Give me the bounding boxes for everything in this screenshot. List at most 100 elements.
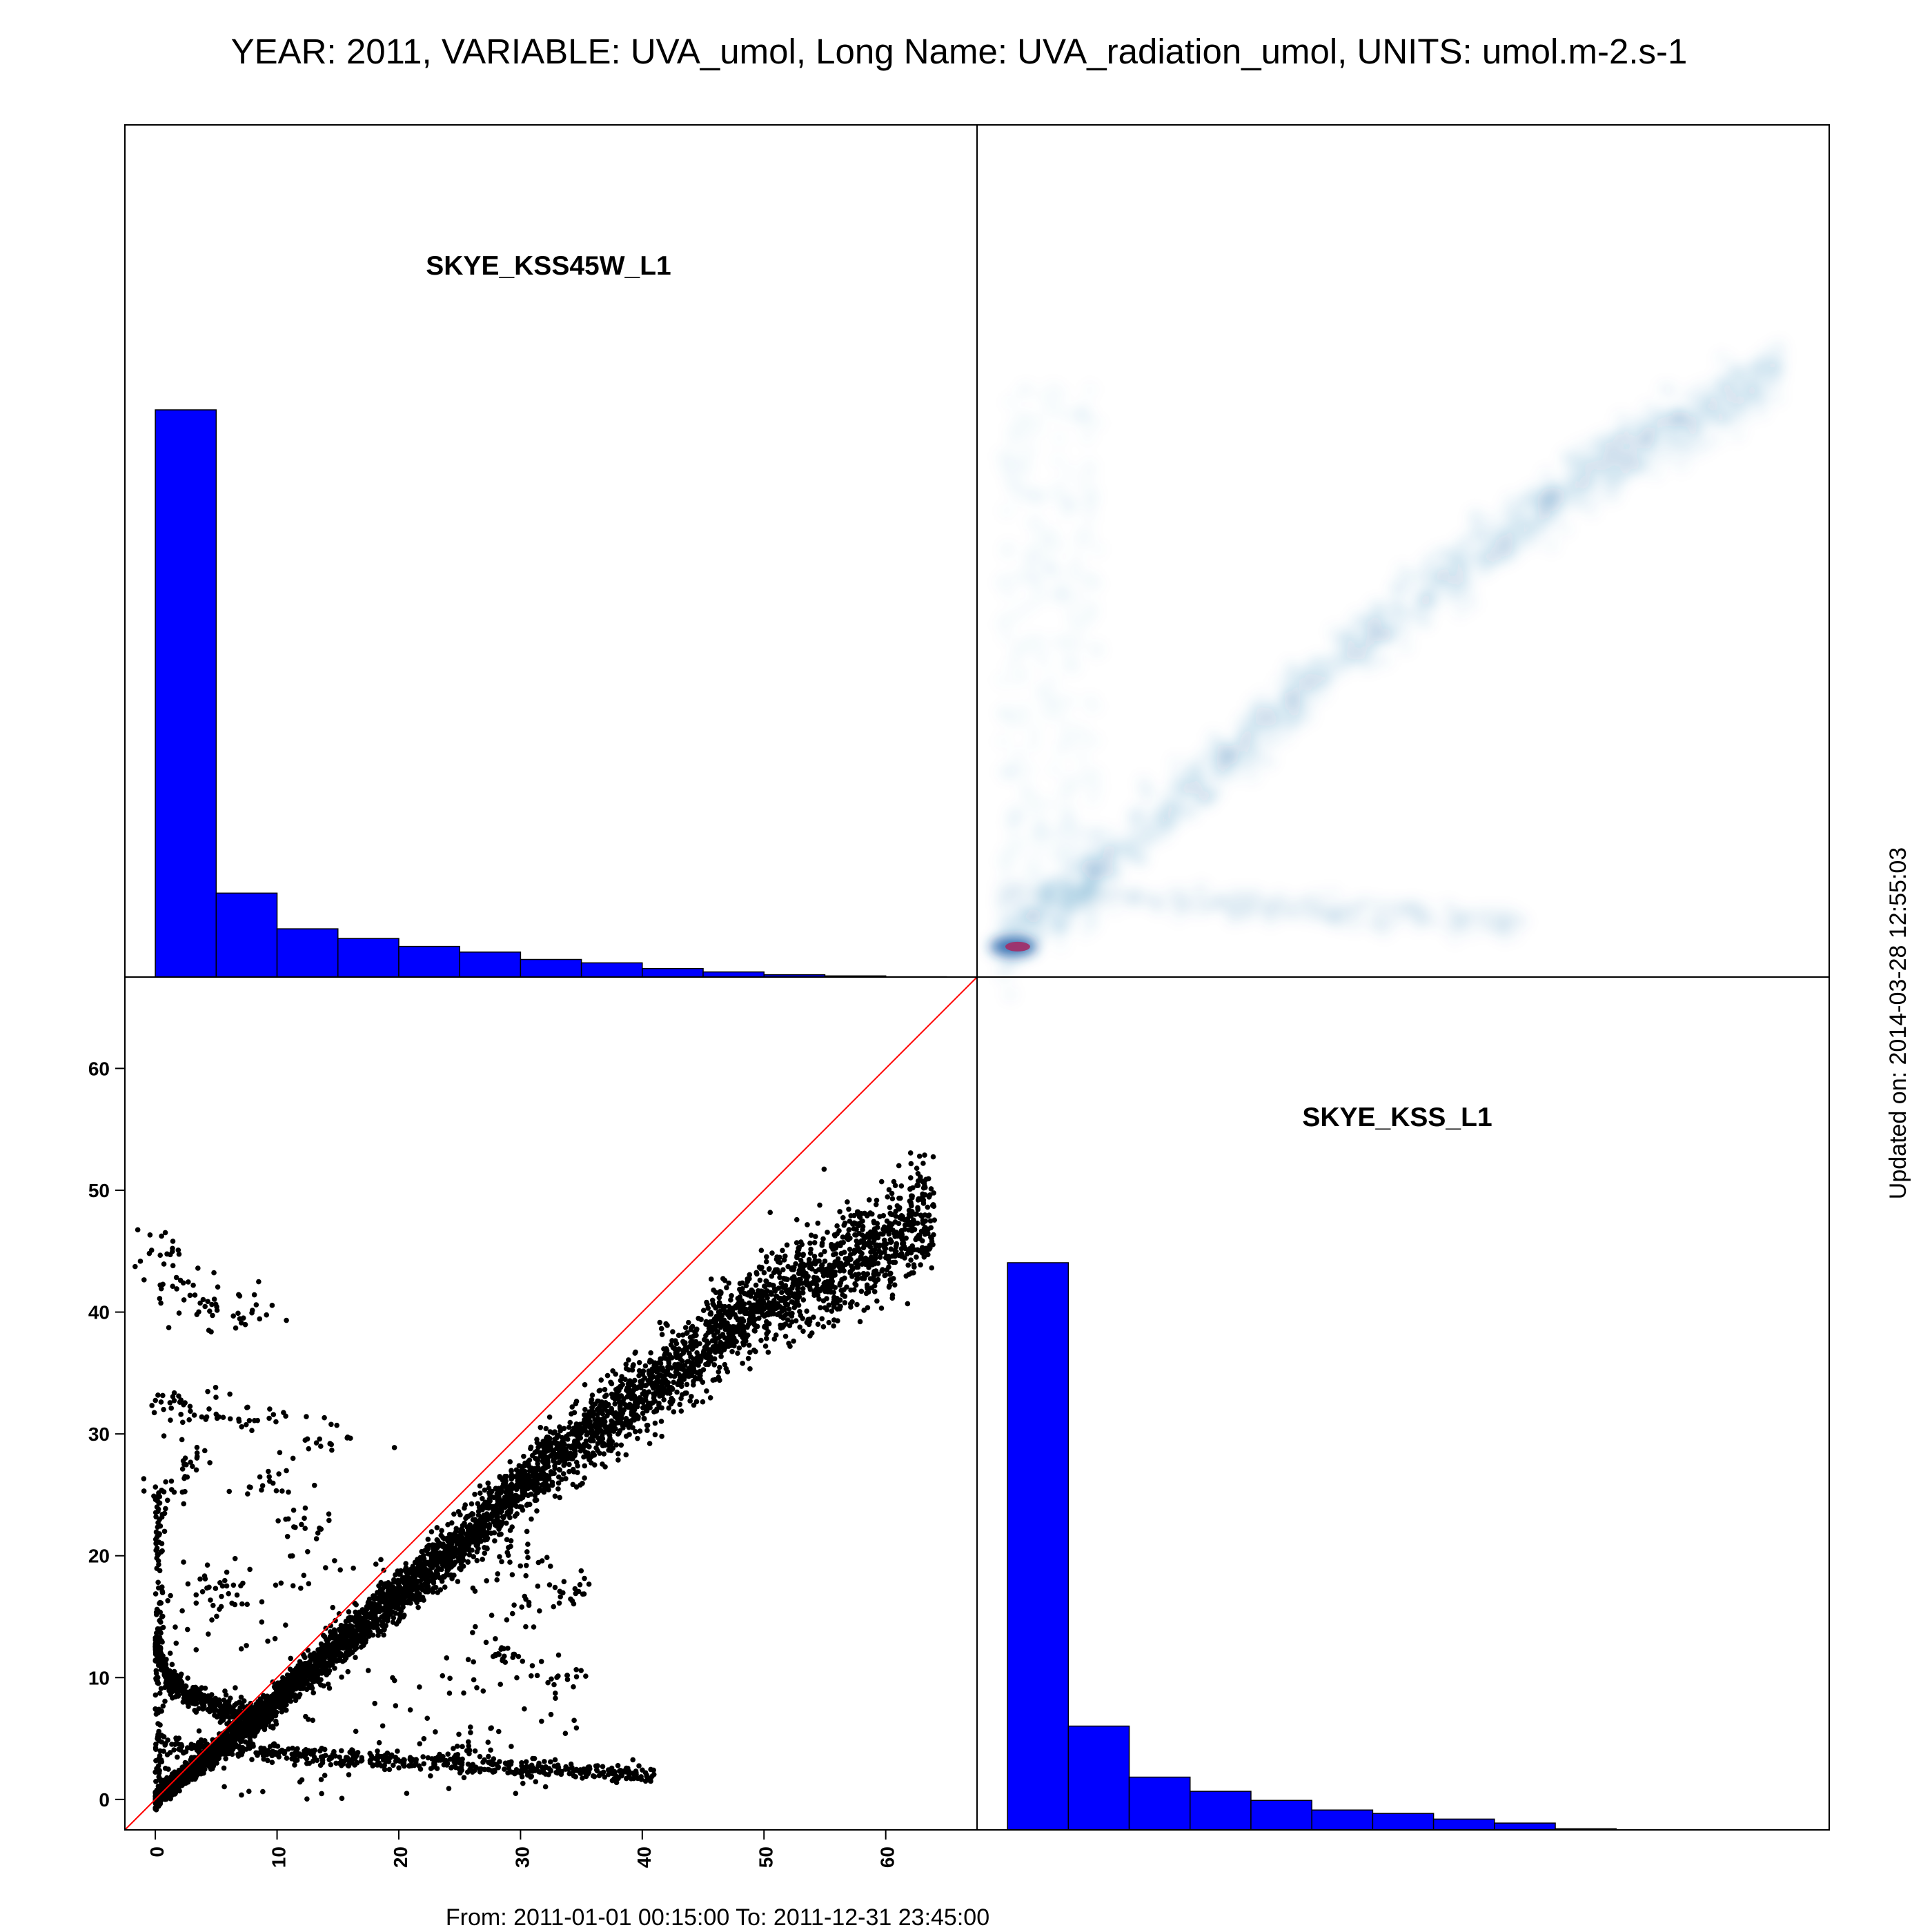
scatter-point bbox=[678, 1408, 684, 1414]
scatter-point bbox=[434, 1525, 440, 1530]
scatter-point bbox=[716, 1294, 722, 1301]
density-blob bbox=[1701, 413, 1715, 428]
scatter-point bbox=[787, 1323, 793, 1328]
density-blob bbox=[1085, 600, 1098, 613]
density-blob bbox=[1141, 818, 1156, 832]
scatter-point bbox=[861, 1308, 867, 1313]
scatter-point bbox=[835, 1256, 841, 1262]
scatter-point bbox=[793, 1261, 798, 1267]
scatter-point bbox=[739, 1308, 745, 1314]
density-blob bbox=[1603, 476, 1617, 491]
scatter-point bbox=[636, 1368, 642, 1374]
scatter-point bbox=[760, 1312, 766, 1318]
scatter-point bbox=[888, 1246, 894, 1252]
density-blob bbox=[1089, 767, 1103, 781]
scatter-point bbox=[779, 1290, 785, 1296]
density-blob bbox=[1088, 848, 1102, 862]
scatter-point bbox=[682, 1325, 689, 1330]
density-blob bbox=[1557, 522, 1572, 536]
density-blob bbox=[1081, 431, 1094, 444]
density-blob bbox=[1025, 516, 1039, 530]
scatter-point bbox=[880, 1226, 886, 1232]
density-blob bbox=[1052, 540, 1066, 553]
density-blob bbox=[1315, 667, 1330, 682]
scatter-point bbox=[551, 1457, 556, 1463]
density-blob bbox=[997, 918, 1011, 932]
density-blob bbox=[1187, 756, 1201, 770]
density-blob bbox=[1638, 432, 1653, 446]
density-blob bbox=[1037, 882, 1052, 896]
density-blob bbox=[1273, 675, 1288, 689]
scatter-point bbox=[769, 1292, 774, 1297]
scatter-point bbox=[780, 1248, 785, 1254]
scatter-point bbox=[846, 1206, 851, 1212]
density-blob bbox=[995, 576, 1009, 590]
density-blob bbox=[1664, 449, 1678, 464]
scatter-point bbox=[847, 1246, 853, 1252]
density-blob bbox=[1731, 428, 1745, 442]
scatter-point bbox=[633, 1429, 638, 1435]
hist-kss-bar bbox=[1250, 1800, 1312, 1831]
scatter-point bbox=[566, 1461, 572, 1468]
scatter-point bbox=[761, 1283, 767, 1289]
updated-timestamp: Updated on: 2014-03-28 12:55:03 bbox=[1885, 847, 1911, 1199]
scatter-point bbox=[671, 1379, 676, 1386]
scatter-point bbox=[521, 1463, 527, 1469]
density-blob bbox=[1070, 570, 1083, 584]
scatter-point bbox=[820, 1236, 826, 1242]
density-blob bbox=[1011, 673, 1025, 687]
density-blob bbox=[1442, 589, 1457, 603]
density-blob bbox=[1005, 814, 1018, 827]
scatter-point bbox=[819, 1243, 825, 1248]
hist-kss45w-bar bbox=[459, 952, 522, 978]
scatter-point bbox=[729, 1348, 735, 1354]
scatter-point bbox=[873, 1201, 879, 1208]
density-blob bbox=[996, 707, 1010, 720]
density-blob bbox=[1349, 635, 1363, 650]
scatter-point bbox=[871, 1283, 878, 1289]
density-blob bbox=[1419, 914, 1432, 927]
scatter-point bbox=[811, 1240, 818, 1245]
scatter-point bbox=[785, 1263, 791, 1270]
density-blob bbox=[1671, 404, 1686, 418]
density-blob bbox=[1056, 820, 1070, 834]
density-blob bbox=[1623, 415, 1637, 430]
footer-date-range: From: 2011-01-01 00:15:00 To: 2011-12-31… bbox=[446, 1904, 989, 1931]
hist-kss-bar bbox=[1494, 1822, 1556, 1831]
density-blob bbox=[1339, 916, 1353, 929]
scatter-point bbox=[573, 1459, 580, 1466]
density-blob bbox=[1003, 395, 1017, 409]
scatter-point bbox=[842, 1300, 848, 1305]
scatter-point bbox=[528, 1446, 533, 1452]
scatter-point bbox=[487, 1498, 493, 1504]
scatter-point bbox=[474, 1557, 480, 1564]
density-blob bbox=[1523, 513, 1537, 528]
scatter-point bbox=[482, 1550, 488, 1556]
density-blob bbox=[1618, 427, 1633, 442]
scatter-point bbox=[533, 1497, 540, 1503]
scatter-point bbox=[712, 1377, 718, 1383]
scatter-point bbox=[746, 1342, 752, 1348]
density-blob bbox=[1074, 537, 1087, 551]
scatter-point bbox=[679, 1366, 684, 1372]
density-blob bbox=[1087, 734, 1101, 748]
density-blob bbox=[1366, 626, 1381, 640]
scatter-point bbox=[785, 1317, 791, 1323]
density-blob bbox=[1593, 459, 1607, 473]
scatter-point bbox=[807, 1240, 813, 1246]
density-blob bbox=[1761, 379, 1775, 393]
scatter-point bbox=[601, 1451, 607, 1457]
scatter-point bbox=[735, 1350, 740, 1356]
density-blob bbox=[1053, 479, 1067, 493]
density-blob bbox=[1052, 900, 1066, 914]
density-blob bbox=[1590, 491, 1604, 505]
density-blob bbox=[1453, 604, 1468, 618]
scatter-point bbox=[652, 1420, 658, 1426]
density-blob bbox=[1517, 530, 1532, 544]
density-blob bbox=[1058, 838, 1072, 851]
scatter-point bbox=[798, 1257, 804, 1263]
scatter-point bbox=[657, 1319, 663, 1325]
scatter-point bbox=[769, 1250, 775, 1256]
density-blob bbox=[1503, 504, 1517, 518]
density-blob bbox=[1649, 466, 1664, 480]
